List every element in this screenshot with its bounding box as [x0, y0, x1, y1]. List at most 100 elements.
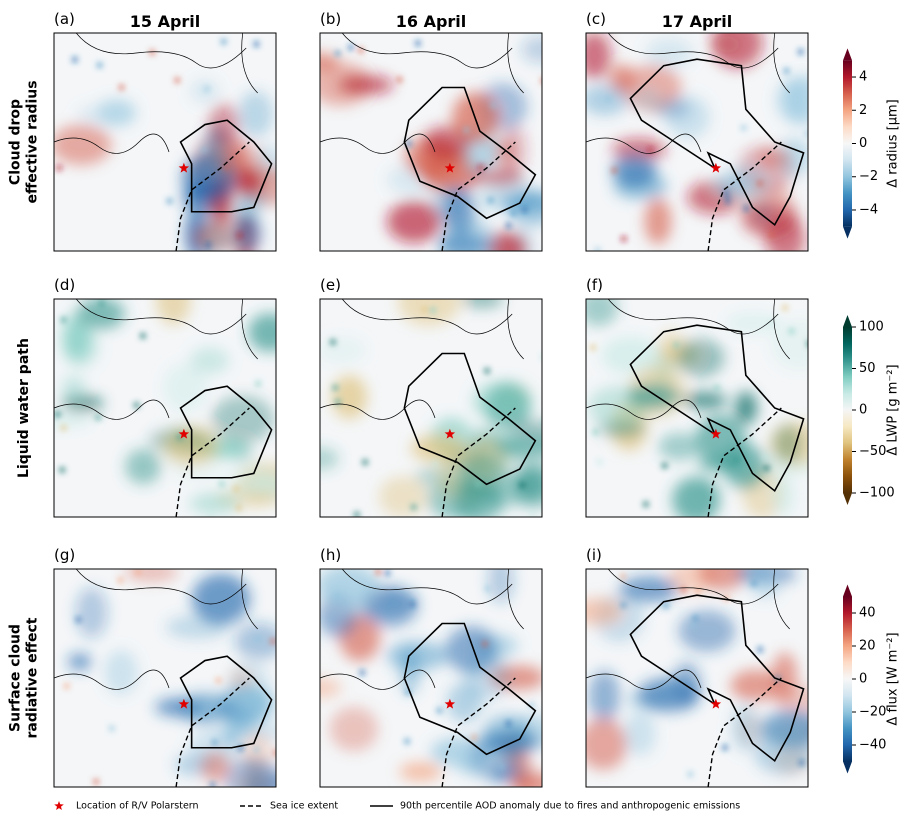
- field-blob: [208, 103, 240, 146]
- panel-frame: [585, 568, 809, 788]
- pixel: [63, 683, 70, 690]
- colorbar-tick-label: −20: [859, 705, 886, 720]
- aod-contour: [629, 58, 805, 227]
- pixel: [788, 328, 795, 335]
- pixel: [589, 344, 596, 351]
- pixel: [117, 577, 124, 584]
- sea-ice-edge: [441, 141, 516, 251]
- pixel: [209, 782, 216, 787]
- field-blob: [188, 180, 231, 198]
- pixel: [54, 411, 61, 418]
- pixel: [358, 47, 365, 54]
- pixel: [270, 638, 276, 645]
- pixel: [384, 570, 391, 577]
- coastline: [586, 569, 790, 690]
- field-blob: [338, 75, 394, 95]
- map-field: [586, 569, 808, 776]
- pixel: [334, 592, 341, 599]
- field-blob: [601, 336, 661, 375]
- pixel: [519, 482, 526, 489]
- pixel: [71, 56, 78, 63]
- field-blob: [463, 652, 511, 700]
- map-detail: [334, 569, 535, 770]
- pixel: [166, 198, 173, 205]
- polarstern-star: [178, 428, 190, 439]
- colorbar-label: Δ flux [W m⁻²]: [886, 632, 901, 725]
- field-blob: [155, 299, 191, 325]
- colorbar-extend: [843, 226, 852, 239]
- pixel: [743, 205, 750, 212]
- pixel: [215, 677, 222, 684]
- field-blob: [758, 147, 791, 169]
- field-blob: [514, 420, 542, 438]
- field-blob: [228, 659, 270, 708]
- colorbar-tick-label: 20: [859, 639, 876, 654]
- field-blob: [223, 460, 274, 498]
- pixel: [692, 615, 699, 622]
- pixel: [421, 306, 428, 313]
- map: [586, 299, 808, 517]
- pixel: [404, 738, 411, 745]
- field-blob: [634, 87, 660, 111]
- field-blob: [320, 447, 339, 470]
- colorbar-tick-label: 2: [859, 103, 867, 118]
- colorbar-tick-label: −4: [859, 202, 878, 217]
- field-blob: [62, 327, 99, 368]
- pixel: [663, 602, 670, 609]
- field-blob: [772, 475, 796, 517]
- colorbar-tick-label: −2: [859, 169, 878, 184]
- panel-frame: [53, 32, 277, 252]
- pixel: [98, 300, 105, 307]
- polarstern-star: [444, 698, 456, 709]
- column-title: 15 April: [130, 12, 201, 31]
- pixel: [661, 462, 668, 469]
- pixel: [149, 49, 156, 56]
- panel-frame: [319, 32, 543, 252]
- pixel: [695, 587, 702, 594]
- pixel: [680, 586, 687, 593]
- pixel: [235, 504, 242, 511]
- panel-frame: [585, 298, 809, 518]
- map-detail: [329, 306, 542, 517]
- coastline: [54, 299, 258, 420]
- field-blob: [586, 299, 618, 327]
- polarstern-star: [444, 428, 456, 439]
- pixel: [763, 465, 770, 472]
- pixel: [211, 739, 218, 746]
- panel-label: (i): [586, 546, 602, 564]
- polarstern-star: [710, 162, 722, 173]
- pixel: [273, 749, 276, 756]
- field-blob: [458, 453, 510, 501]
- field-blob: [627, 383, 679, 409]
- pixel: [540, 77, 542, 84]
- field-blob: [104, 649, 138, 695]
- field-blob: [513, 754, 535, 787]
- map: [586, 33, 808, 251]
- field-blob: [636, 677, 700, 713]
- panel-frame: [319, 298, 543, 518]
- aod-contour: [403, 352, 537, 486]
- pixel: [463, 126, 470, 133]
- pixel: [362, 459, 369, 466]
- pixel: [724, 197, 731, 204]
- pixel: [769, 231, 776, 238]
- pixel: [757, 646, 764, 653]
- panel-label: (e): [320, 276, 341, 294]
- pixel: [596, 458, 603, 465]
- coastline: [320, 569, 524, 690]
- field-blob: [619, 576, 679, 603]
- field-blob: [320, 53, 340, 71]
- field-blob: [755, 715, 808, 745]
- pixel: [59, 466, 66, 473]
- field-blob: [399, 646, 421, 694]
- pixel: [490, 102, 497, 109]
- field-blob: [682, 392, 728, 409]
- map: [54, 33, 276, 251]
- polarstern-star: [178, 162, 190, 173]
- pixel: [201, 146, 208, 153]
- colorbar-tick-label: 100: [859, 320, 884, 335]
- map: [320, 299, 542, 517]
- pixel: [60, 424, 67, 431]
- map: [54, 569, 276, 787]
- field-blob: [190, 347, 230, 375]
